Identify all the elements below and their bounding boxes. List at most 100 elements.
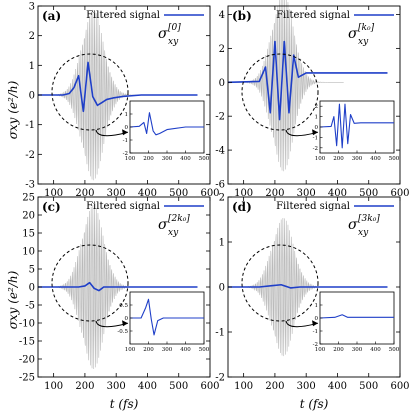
- inset-y-tick-label-a-1: 1: [125, 112, 129, 118]
- inset-frame-b: [319, 100, 395, 154]
- inset-x-tick-label-a-300: 300: [162, 156, 173, 162]
- zoom-circle-d: [241, 244, 319, 322]
- y-tick-label-c-0: 0: [29, 283, 35, 294]
- inset-y-tick-label-c-0: 0: [125, 316, 129, 322]
- inset-x-tick-label-a-100: 100: [125, 156, 136, 162]
- inset-y-tick-label-a--2: -2: [123, 151, 128, 157]
- inset-y-tick-label-b-2: 2: [315, 104, 319, 110]
- y-tick-label-d-1: 1: [219, 238, 225, 249]
- y-axis-label-top: σxy (e²/h): [6, 80, 20, 139]
- x-tick-label-a-600: 600: [200, 188, 219, 199]
- legend-series-sup-b: [k₀]: [358, 23, 375, 33]
- x-tick-label-d-200: 200: [265, 381, 284, 392]
- x-tick-label-d-500: 500: [359, 381, 378, 392]
- x-tick-label-c-500: 500: [169, 381, 188, 392]
- x-tick-label-a-200: 200: [75, 188, 94, 199]
- inset-x-tick-label-c-400: 400: [180, 347, 191, 353]
- inset-b: 100 200 300 400 500 -2 -1 0 1 2: [313, 100, 400, 162]
- x-tick-label-c-400: 400: [138, 381, 157, 392]
- legend-series-sub-a: xy: [168, 37, 179, 47]
- panel-label-a: (a): [42, 9, 61, 23]
- inset-x-tick-label-b-100: 100: [315, 156, 326, 162]
- y-tick-label-c-15: 15: [22, 229, 35, 240]
- x-tick-label-b-400: 400: [328, 188, 347, 199]
- inset-y-tick-label-b--2: -2: [313, 146, 318, 152]
- x-tick-label-c-200: 200: [75, 381, 94, 392]
- inset-a: 100 200 300 400 500 -2 -1 0 1: [123, 100, 210, 162]
- inset-filtered-line-b: [319, 103, 394, 149]
- inset-y-tick-label-c--0.5: -0.5: [117, 329, 128, 335]
- y-tick-label-c--5: -5: [25, 301, 35, 312]
- x-tick-label-a-300: 300: [107, 188, 126, 199]
- legend-series-sub-b: xy: [358, 37, 369, 47]
- inset-x-tick-label-c-100: 100: [125, 347, 136, 353]
- zoom-circle-c: [51, 244, 129, 322]
- inset-y-tick-label-d--1: -1: [313, 329, 318, 335]
- inset-x-tick-label-c-200: 200: [143, 347, 154, 353]
- inset-filtered-line-a: [129, 112, 204, 136]
- y-tick-label-c-25: 25: [22, 193, 35, 204]
- y-tick-label-d--1: -1: [215, 328, 225, 339]
- inset-x-tick-label-c-500: 500: [199, 347, 210, 353]
- filtered-signal-line-c: [38, 281, 198, 292]
- x-tick-label-b-500: 500: [359, 188, 378, 199]
- inset-y-tick-label-d--2: -2: [313, 342, 318, 348]
- legend-series-sub-c: xy: [168, 228, 179, 238]
- x-axis-label-left: t (fs): [110, 397, 139, 411]
- inset-filtered-line-d: [319, 314, 394, 319]
- x-tick-label-a-100: 100: [44, 188, 63, 199]
- y-tick-label-a-0: 0: [29, 91, 35, 102]
- y-tick-label-c-20: 20: [22, 211, 35, 222]
- x-tick-label-a-500: 500: [169, 188, 188, 199]
- y-tick-label-d-2: 2: [219, 193, 225, 204]
- legend-series-symbol-a: σ: [158, 26, 168, 42]
- legend-series-sub-d: xy: [358, 228, 369, 238]
- y-tick-label-b-0: 0: [219, 78, 225, 89]
- x-tick-label-b-600: 600: [390, 188, 409, 199]
- y-tick-label-b--2: -2: [215, 112, 225, 123]
- zoom-circle-a: [51, 53, 129, 131]
- y-tick-label-c--20: -20: [19, 355, 35, 366]
- legend-series-sup-a: [0]: [168, 23, 181, 33]
- filtered-signal-line-b: [227, 40, 388, 121]
- x-axis-label-right: t (fs): [300, 397, 329, 411]
- zoom-arrowhead-a: [122, 129, 128, 136]
- zoom-arrowhead-d: [312, 320, 318, 327]
- inset-x-tick-label-c-300: 300: [162, 347, 173, 353]
- plot-frame-b: [227, 5, 401, 185]
- legend-text-c: Filtered signal: [86, 201, 160, 212]
- y-tick-label-c-10: 10: [22, 247, 35, 258]
- panel-a: 100 200 300 400 500 600 -3 -2 -1 0 1 2 3 (a) Filtered …: [25, 2, 219, 200]
- inset-x-tick-label-d-200: 200: [333, 347, 344, 353]
- x-tick-label-a-400: 400: [138, 188, 157, 199]
- inset-x-tick-label-a-500: 500: [199, 156, 210, 162]
- y-axis-label-bottom: σxy (e²/h): [6, 270, 20, 329]
- y-tick-label-d--2: -2: [215, 373, 225, 384]
- panel-d: 100 200 300 400 500 600 -2 -1 0 1 2 (d) Filtered sig…: [215, 193, 409, 393]
- inset-x-tick-label-b-300: 300: [352, 156, 363, 162]
- inset-x-tick-label-b-500: 500: [389, 156, 400, 162]
- y-tick-label-b--4: -4: [215, 146, 225, 157]
- filtered-signal-line-a: [38, 61, 198, 113]
- panel-b: 100 200 300 400 500 600 -6 -4 -2 0 2 4 (b) Filtered s…: [215, 0, 410, 199]
- inset-x-tick-label-d-100: 100: [315, 347, 326, 353]
- inset-filtered-line-c: [130, 298, 204, 336]
- zoom-circle-b: [241, 53, 319, 131]
- legend-series-sup-c: [2k₀]: [168, 214, 190, 224]
- legend-series-symbol-d: σ: [348, 217, 358, 233]
- legend-text-a: Filtered signal: [86, 10, 160, 21]
- x-tick-label-d-300: 300: [297, 381, 316, 392]
- legend-series-symbol-b: σ: [348, 26, 358, 42]
- y-tick-label-d-0: 0: [219, 283, 225, 294]
- y-tick-label-c-5: 5: [29, 265, 35, 276]
- x-tick-label-c-100: 100: [44, 381, 63, 392]
- inset-x-tick-label-b-200: 200: [333, 156, 344, 162]
- panel-c: 100 200 300 400 500 600-25-20-15-10-505101520…: [19, 193, 220, 393]
- y-tick-label-a--2: -2: [25, 150, 35, 161]
- legend-series-symbol-c: σ: [158, 217, 168, 233]
- legend-text-d: Filtered signal: [276, 201, 350, 212]
- y-tick-label-b-4: 4: [219, 10, 225, 21]
- y-tick-label-a-3: 3: [29, 2, 35, 13]
